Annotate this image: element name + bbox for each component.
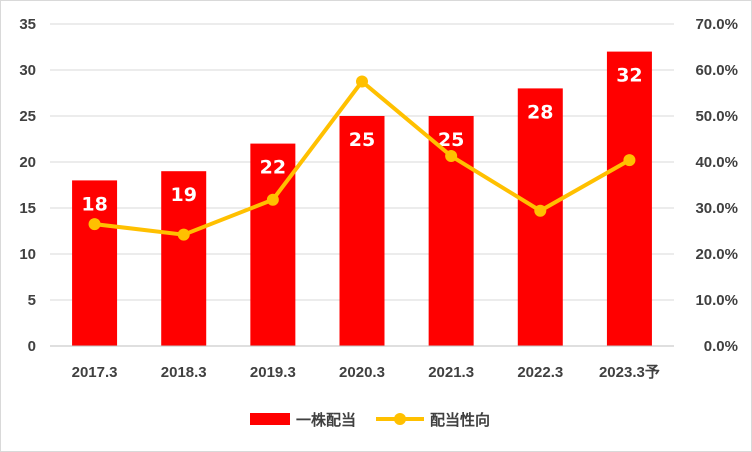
bar	[517, 88, 563, 347]
left-tick-label: 20	[19, 154, 36, 171]
line-series	[88, 75, 636, 241]
category-label: 2021.3	[428, 364, 474, 381]
left-tick-label: 15	[19, 200, 36, 217]
right-tick-label: 60.0%	[695, 62, 738, 79]
bar-data-label: 22	[260, 157, 286, 179]
category-label: 2019.3	[250, 364, 296, 381]
right-tick-label: 20.0%	[695, 246, 738, 263]
bar	[339, 116, 385, 346]
legend-line-marker	[394, 413, 406, 425]
legend-bar-swatch	[250, 413, 290, 425]
line-point	[88, 218, 101, 231]
bar-data-label: 25	[349, 129, 375, 151]
right-tick-label: 70.0%	[695, 16, 738, 33]
line-point	[177, 228, 190, 241]
bar-data-label: 28	[527, 101, 553, 123]
left-tick-label: 30	[19, 62, 36, 79]
legend: 一株配当 配当性向	[250, 411, 490, 429]
bar	[161, 171, 207, 346]
category-label: 2018.3	[161, 364, 207, 381]
category-axis: 2017.3 2018.3 2019.3 2020.3 2021.3 2022.3 2023…	[50, 345, 674, 381]
left-tick-label: 35	[19, 16, 36, 33]
right-tick-label: 30.0%	[695, 200, 738, 217]
category-label: 2020.3	[339, 364, 385, 381]
bar-data-label: 25	[438, 129, 464, 151]
left-tick-label: 5	[28, 292, 36, 309]
right-axis: 0.0% 10.0% 20.0% 30.0% 40.0% 50.0% 60.0% 70.0%	[695, 16, 738, 355]
line-point	[266, 193, 279, 206]
left-tick-label: 10	[19, 246, 36, 263]
bar-data-label: 32	[616, 65, 642, 87]
bar-series	[72, 51, 652, 347]
line-point	[356, 75, 368, 88]
right-tick-label: 10.0%	[695, 292, 738, 309]
left-tick-label: 0	[28, 338, 36, 355]
legend-bar-label: 一株配当	[296, 411, 356, 429]
bar-data-label: 18	[81, 193, 107, 215]
category-label: 2017.3	[72, 364, 118, 381]
category-label: 2022.3	[517, 364, 563, 381]
bar	[606, 51, 652, 346]
legend-line-label: 配当性向	[430, 411, 490, 429]
right-tick-label: 40.0%	[695, 154, 738, 171]
right-tick-label: 0.0%	[704, 338, 738, 355]
line-point	[445, 150, 458, 163]
right-tick-label: 50.0%	[695, 108, 738, 125]
line-point	[623, 154, 636, 167]
bar-data-label: 19	[170, 184, 196, 206]
left-tick-label: 25	[19, 108, 36, 125]
bar	[72, 180, 118, 346]
bar-data-labels: 18 19 22 25 25 28 32	[81, 65, 642, 216]
left-axis: 0 5 10 15 20 25 30 35	[19, 16, 36, 355]
category-label: 2023.3予	[599, 364, 660, 381]
line-point	[534, 204, 547, 217]
